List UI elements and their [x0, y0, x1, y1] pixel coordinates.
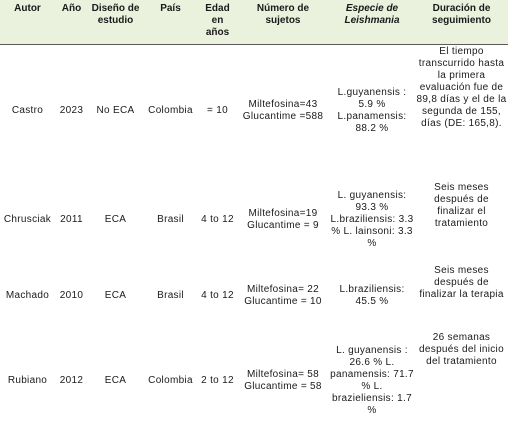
cell-especie: L. guyanensis : 26.6 % L. panamensis: 71…	[330, 345, 414, 416]
cell-anio: 2011	[60, 214, 83, 225]
cell-duracion: Seis meses después de finalizar la terap…	[419, 265, 504, 300]
cell-duracion: Seis meses después de finalizar el trata…	[434, 182, 489, 229]
header-diseno: Diseño de estudio	[88, 0, 143, 45]
header-anio: Año	[55, 0, 88, 45]
cell-anio: 2023	[59, 105, 84, 117]
cell-duracion: 26 semanas después del inicio del tratam…	[419, 332, 504, 367]
header-edad: Edad en años	[198, 0, 237, 45]
cell-especie: L. guyanensis: 93.3 % L.braziliensis: 3.…	[330, 190, 414, 249]
cell-edad: = 10	[207, 105, 228, 117]
table-row: Rubiano 2012 ECA Colombia 2 to 12 Miltef…	[0, 330, 508, 432]
cell-edad: 4 to 12	[201, 214, 234, 225]
header-autor: Autor	[0, 0, 55, 45]
cell-autor: Chrusciak	[3, 214, 52, 225]
cell-autor: Machado	[5, 290, 50, 301]
cell-diseno: ECA	[104, 290, 127, 301]
cell-especie: L.braziliensis: 45.5 %	[339, 284, 405, 307]
cell-anio: 2010	[59, 290, 84, 301]
cell-autor: Rubiano	[7, 375, 48, 386]
cell-sujetos: Miltefosina= 22 Glucantime = 10	[244, 284, 322, 307]
header-pais: País	[143, 0, 198, 45]
table-row: Machado 2010 ECA Brasil 4 to 12 Miltefos…	[0, 262, 508, 330]
cell-diseno: No ECA	[96, 105, 135, 117]
cell-pais: Colombia	[148, 375, 193, 386]
cell-pais: Brasil	[157, 214, 184, 225]
cell-sujetos: Miltefosina= 58 Glucantime = 58	[244, 369, 322, 392]
header-duracion: Duración de seguimiento	[415, 0, 508, 45]
cell-duracion: El tiempo transcurrido hasta la primera …	[416, 45, 507, 129]
header-sujetos: Número de sujetos	[237, 0, 329, 45]
cell-edad: 2 to 12	[201, 375, 234, 386]
cell-sujetos: Miltefosina=43 Glucantime =588	[242, 99, 324, 123]
cell-pais: Brasil	[157, 290, 184, 301]
cell-autor: Castro	[11, 105, 44, 117]
table-row: Chrusciak 2011 ECA Brasil 4 to 12 Miltef…	[0, 178, 508, 262]
table-row: Castro 2023 No ECA Colombia = 10 Miltefo…	[0, 44, 508, 178]
cell-sujetos: Miltefosina=19 Glucantime = 9	[247, 208, 319, 231]
cell-especie: L.guyanensis : 5.9 % L.panamensis: 88.2 …	[337, 87, 407, 135]
cell-diseno: ECA	[104, 214, 127, 225]
cell-edad: 4 to 12	[201, 290, 234, 301]
header-especie: Especie de Leishmania	[329, 0, 415, 45]
cell-anio: 2012	[59, 375, 84, 386]
cell-diseno: ECA	[104, 375, 127, 386]
cell-pais: Colombia	[148, 105, 193, 117]
table-header-row: Autor Año Diseño de estudio País Edad en…	[0, 0, 508, 45]
